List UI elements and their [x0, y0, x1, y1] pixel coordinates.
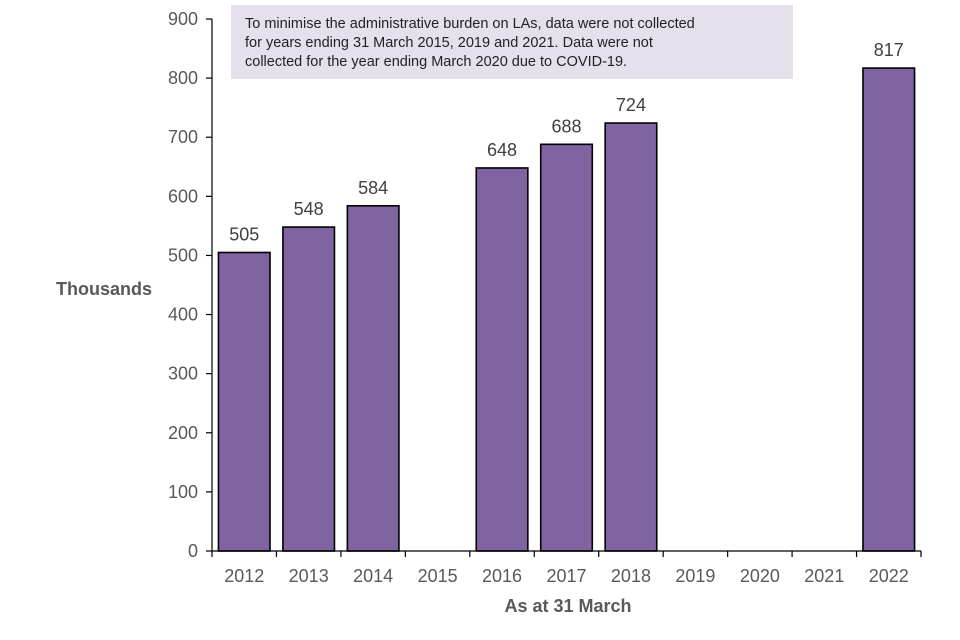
data-label-2022: 817 [874, 40, 904, 60]
y-tick-label: 400 [168, 305, 198, 325]
data-label-2014: 584 [358, 178, 388, 198]
x-axis-title: As at 31 March [504, 596, 631, 616]
data-labels: 505 548 584 648 688 724 817 [229, 40, 904, 244]
x-tick-label: 2022 [869, 566, 909, 586]
data-label-2018: 724 [616, 95, 646, 115]
data-label-2017: 688 [551, 116, 581, 136]
bar-2012 [217, 251, 271, 552]
y-tick-label: 500 [168, 245, 198, 265]
y-tick-label: 900 [168, 9, 198, 29]
bar-2022 [862, 67, 916, 552]
y-axis-title: Thousands [56, 279, 152, 299]
x-tick-label: 2015 [418, 566, 458, 586]
data-label-2012: 505 [229, 224, 259, 244]
chart-note-line-3: collected for the year ending March 2020… [245, 54, 627, 70]
x-tick-label: 2012 [224, 566, 264, 586]
y-tick-label: 0 [188, 541, 198, 561]
y-tick-label: 800 [168, 68, 198, 88]
x-tick-label: 2020 [740, 566, 780, 586]
y-axis-ticks: 0 100 200 300 400 500 600 700 800 900 [168, 9, 212, 561]
y-tick-label: 300 [168, 364, 198, 384]
y-tick-label: 700 [168, 127, 198, 147]
x-tick-label: 2013 [289, 566, 329, 586]
y-tick-label: 100 [168, 482, 198, 502]
bars [217, 67, 916, 552]
x-tick-label: 2021 [804, 566, 844, 586]
x-tick-label: 2018 [611, 566, 651, 586]
chart-note-line-1: To minimise the administrative burden on… [245, 16, 695, 32]
data-label-2016: 648 [487, 140, 517, 160]
bar-2014 [346, 204, 400, 552]
chart-note: To minimise the administrative burden on… [231, 5, 793, 79]
data-label-2013: 548 [294, 199, 324, 219]
bar-2013 [282, 226, 336, 552]
x-tick-label: 2017 [546, 566, 586, 586]
x-tick-label: 2016 [482, 566, 522, 586]
bar-2018 [604, 122, 658, 552]
bar-2016 [475, 167, 529, 552]
chart-note-line-2: for years ending 31 March 2015, 2019 and… [245, 35, 653, 51]
x-tick-label: 2019 [675, 566, 715, 586]
x-tick-label: 2014 [353, 566, 393, 586]
x-axis-ticks: 2012 2013 2014 2015 2016 2017 2018 2019 2020 2021… [211, 551, 922, 586]
bar-2017 [539, 143, 594, 552]
axes [211, 19, 921, 552]
y-tick-label: 200 [168, 423, 198, 443]
chart-note-box [231, 5, 793, 79]
y-tick-label: 600 [168, 186, 198, 206]
